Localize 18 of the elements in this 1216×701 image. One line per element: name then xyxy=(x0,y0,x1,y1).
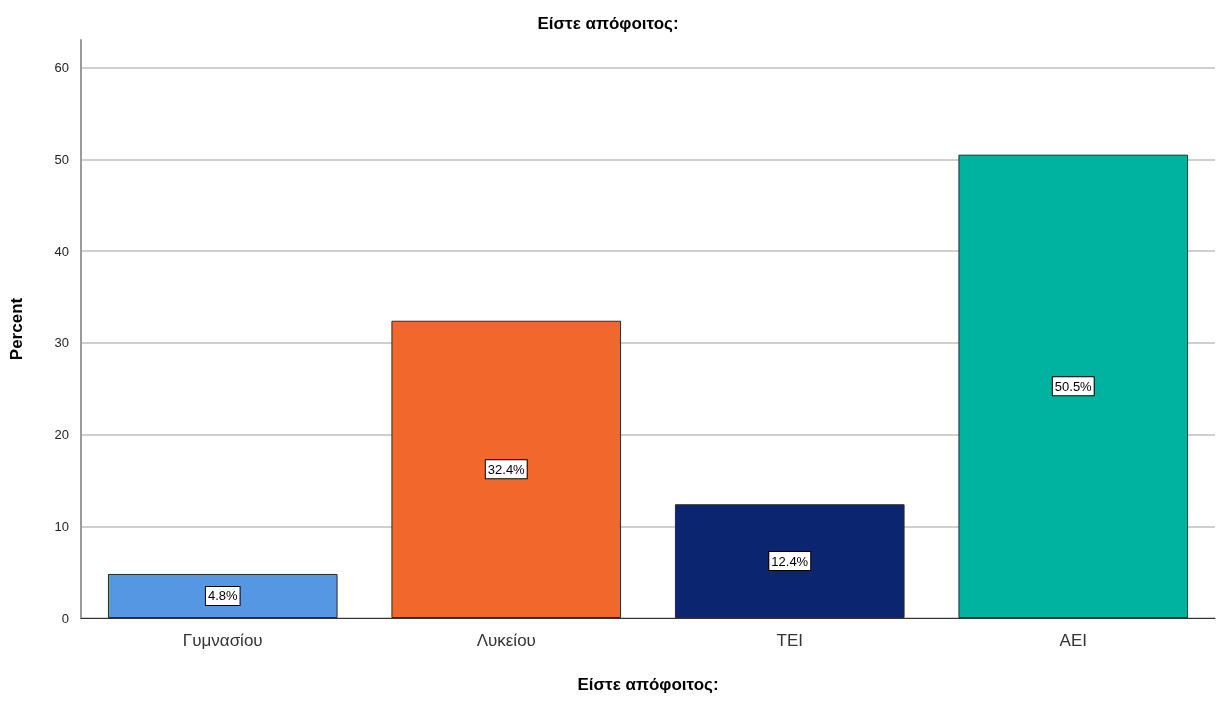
data-label: 50.5% xyxy=(1054,378,1093,394)
chart-title: Είστε απόφοιτος: xyxy=(537,14,679,33)
data-label: 32.4% xyxy=(487,461,526,477)
y-tick-label: 50 xyxy=(54,151,69,167)
x-tick-label: TEI xyxy=(776,631,803,650)
y-axis-title: Percent xyxy=(7,297,26,361)
x-tick-label: Γυμνασίου xyxy=(182,631,263,650)
y-tick-label: 60 xyxy=(54,60,69,76)
y-tick-label: 30 xyxy=(54,335,69,351)
data-label: 12.4% xyxy=(771,553,809,569)
x-axis-title: Είστε απόφοιτος: xyxy=(577,675,719,694)
x-tick-label: Λυκείου xyxy=(476,631,536,650)
y-tick-label: 20 xyxy=(54,427,69,443)
data-label: 4.8% xyxy=(207,588,238,604)
y-tick-label: 40 xyxy=(54,243,69,259)
y-tick-label: 0 xyxy=(61,610,69,626)
y-tick-label: 10 xyxy=(54,518,69,534)
x-tick-label: AEI xyxy=(1059,631,1087,650)
